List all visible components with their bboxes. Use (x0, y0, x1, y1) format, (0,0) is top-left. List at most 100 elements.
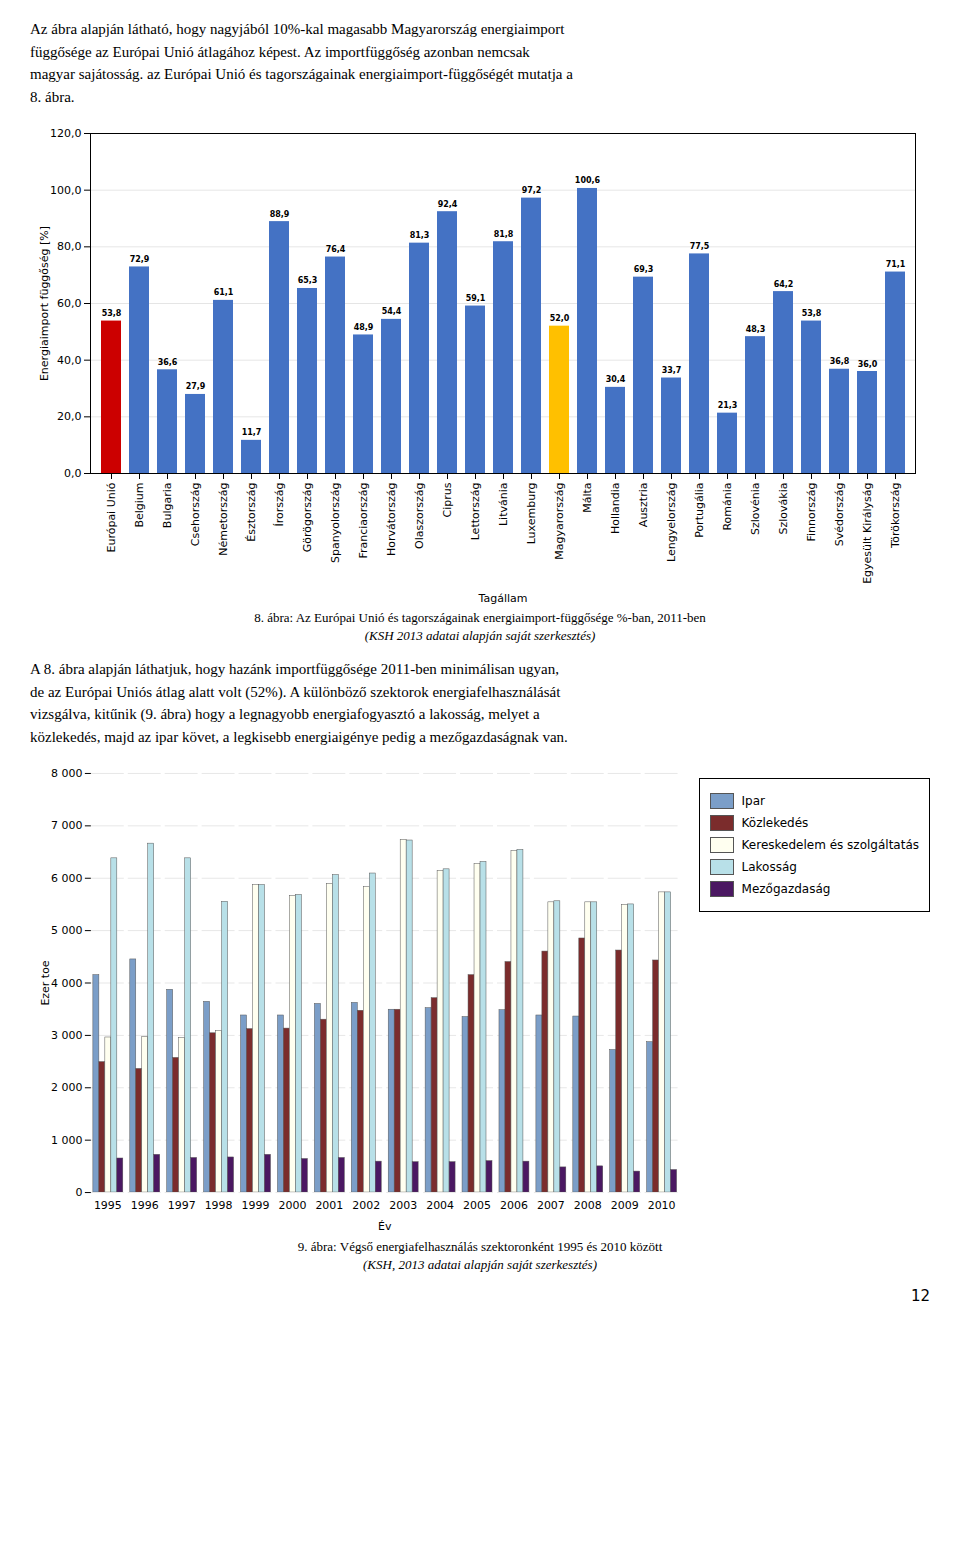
svg-text:61,1: 61,1 (214, 288, 234, 297)
svg-text:1 000: 1 000 (51, 1134, 82, 1147)
html-text:8. ábra: Az Európai Unió és ta: 8. ábra: Az Európai Unió és tagországain… (254, 610, 706, 625)
svg-text:0,0: 0,0 (64, 467, 82, 480)
html-text:A 8. ábra alapján láthatjuk, h: A 8. ábra alapján láthatjuk, hogy hazánk… (30, 661, 568, 745)
svg-text:1998: 1998 (205, 1199, 233, 1212)
svg-text:1997: 1997 (168, 1199, 196, 1212)
svg-text:88,9: 88,9 (270, 210, 290, 219)
svg-text:Ezer toe: Ezer toe (39, 960, 52, 1005)
svg-text:52,0: 52,0 (550, 314, 570, 323)
svg-text:81,8: 81,8 (494, 230, 514, 239)
svg-text:Energiaimport függőség [%]: Energiaimport függőség [%] (38, 226, 51, 381)
svg-text:20,0: 20,0 (57, 410, 82, 423)
svg-text:Franciaország: Franciaország (357, 483, 370, 559)
svg-text:Csehország: Csehország (189, 483, 202, 547)
svg-text:0: 0 (75, 1186, 82, 1199)
svg-text:48,3: 48,3 (746, 325, 766, 334)
svg-text:72,9: 72,9 (130, 255, 150, 264)
svg-text:81,3: 81,3 (410, 231, 430, 240)
svg-text:54,4: 54,4 (382, 307, 402, 316)
svg-text:Lengyelország: Lengyelország (665, 483, 678, 562)
svg-text:97,2: 97,2 (522, 186, 542, 195)
svg-text:2000: 2000 (278, 1199, 306, 1212)
svg-text:Litvánia: Litvánia (497, 483, 510, 527)
svg-text:2002: 2002 (352, 1199, 380, 1212)
svg-text:33,7: 33,7 (662, 366, 682, 375)
html-text:12: 12 (910, 1287, 930, 1305)
svg-text:40,0: 40,0 (57, 354, 82, 367)
svg-text:60,0: 60,0 (57, 297, 82, 310)
svg-text:Spanyolország: Spanyolország (329, 483, 342, 563)
svg-text:69,3: 69,3 (634, 265, 654, 274)
svg-text:2003: 2003 (389, 1199, 417, 1212)
svg-text:2009: 2009 (611, 1199, 639, 1212)
svg-text:Ausztria: Ausztria (637, 483, 650, 528)
svg-text:2 000: 2 000 (51, 1081, 82, 1094)
svg-text:Svédország: Svédország (833, 483, 846, 547)
svg-text:36,8: 36,8 (830, 357, 850, 366)
svg-text:Törökország: Törökország (889, 483, 902, 549)
svg-text:Málta: Málta (581, 483, 594, 513)
svg-text:76,4: 76,4 (326, 245, 346, 254)
svg-text:27,9: 27,9 (186, 382, 206, 391)
svg-text:Ciprus: Ciprus (441, 482, 454, 517)
html-text:9. ábra: Végső energiafelhaszn: 9. ábra: Végső energiafelhasználás szekt… (297, 1239, 663, 1254)
svg-text:Finnország: Finnország (805, 483, 818, 542)
svg-text:1995: 1995 (94, 1199, 122, 1212)
svg-text:1999: 1999 (242, 1199, 270, 1212)
svg-text:Horvátország: Horvátország (385, 483, 398, 557)
svg-text:4 000: 4 000 (51, 977, 82, 990)
svg-text:2004: 2004 (426, 1199, 454, 1212)
svg-text:Görögország: Görögország (301, 483, 314, 553)
svg-text:71,1: 71,1 (886, 260, 906, 269)
svg-text:Luxemburg: Luxemburg (525, 483, 538, 545)
svg-text:2010: 2010 (648, 1199, 676, 1212)
svg-text:100,0: 100,0 (50, 184, 82, 197)
svg-text:1996: 1996 (131, 1199, 159, 1212)
svg-text:Lettország: Lettország (469, 483, 482, 541)
svg-text:53,8: 53,8 (802, 309, 822, 318)
svg-text:65,3: 65,3 (298, 276, 318, 285)
svg-text:Németország: Németország (217, 483, 230, 556)
svg-text:120,0: 120,0 (50, 127, 82, 140)
svg-text:Hollandia: Hollandia (609, 483, 622, 535)
svg-text:6 000: 6 000 (51, 872, 82, 885)
svg-text:64,2: 64,2 (774, 280, 794, 289)
svg-text:80,0: 80,0 (57, 240, 82, 253)
svg-text:Szlovénia: Szlovénia (749, 483, 762, 536)
svg-text:Európai Unió: Európai Unió (105, 482, 118, 552)
svg-text:48,9: 48,9 (354, 323, 374, 332)
svg-text:59,1: 59,1 (466, 294, 486, 303)
svg-text:Románia: Románia (721, 483, 734, 531)
svg-text:11,7: 11,7 (242, 428, 262, 437)
svg-text:Egyesült Királyság: Egyesült Királyság (861, 483, 874, 584)
svg-text:2005: 2005 (463, 1199, 491, 1212)
svg-text:53,8: 53,8 (102, 309, 122, 318)
svg-text:92,4: 92,4 (438, 200, 458, 209)
svg-text:Belgium: Belgium (133, 483, 146, 528)
svg-text:Olaszország: Olaszország (413, 483, 426, 549)
html-text:(KSH 2013 adatai alapján saját: (KSH 2013 adatai alapján saját szerkeszt… (364, 628, 596, 643)
svg-text:Írország: Írország (273, 483, 286, 527)
svg-text:2007: 2007 (537, 1199, 565, 1212)
svg-text:2001: 2001 (315, 1199, 343, 1212)
svg-text:Portugália: Portugália (693, 483, 706, 538)
svg-text:2008: 2008 (574, 1199, 602, 1212)
svg-text:Észtország: Észtország (245, 483, 258, 542)
svg-text:3 000: 3 000 (51, 1029, 82, 1042)
svg-text:77,5: 77,5 (690, 242, 710, 251)
svg-text:Bulgaria: Bulgaria (161, 483, 174, 529)
svg-text:5 000: 5 000 (51, 924, 82, 937)
svg-text:30,4: 30,4 (606, 375, 626, 384)
html-text:Az ábra alapján látható, hogy: Az ábra alapján látható, hogy nagyjából … (30, 21, 573, 105)
svg-text:Év: Év (378, 1220, 392, 1233)
svg-text:Magyarország: Magyarország (553, 483, 566, 560)
svg-text:Szlovákia: Szlovákia (777, 483, 790, 535)
svg-text:100,6: 100,6 (575, 176, 601, 185)
svg-text:2006: 2006 (500, 1199, 528, 1212)
svg-text:8 000: 8 000 (51, 767, 82, 780)
svg-text:7 000: 7 000 (51, 819, 82, 832)
svg-text:36,6: 36,6 (158, 358, 178, 367)
svg-text:36,0: 36,0 (858, 360, 878, 369)
svg-text:21,3: 21,3 (718, 401, 738, 410)
svg-text:Tagállam: Tagállam (478, 592, 528, 605)
